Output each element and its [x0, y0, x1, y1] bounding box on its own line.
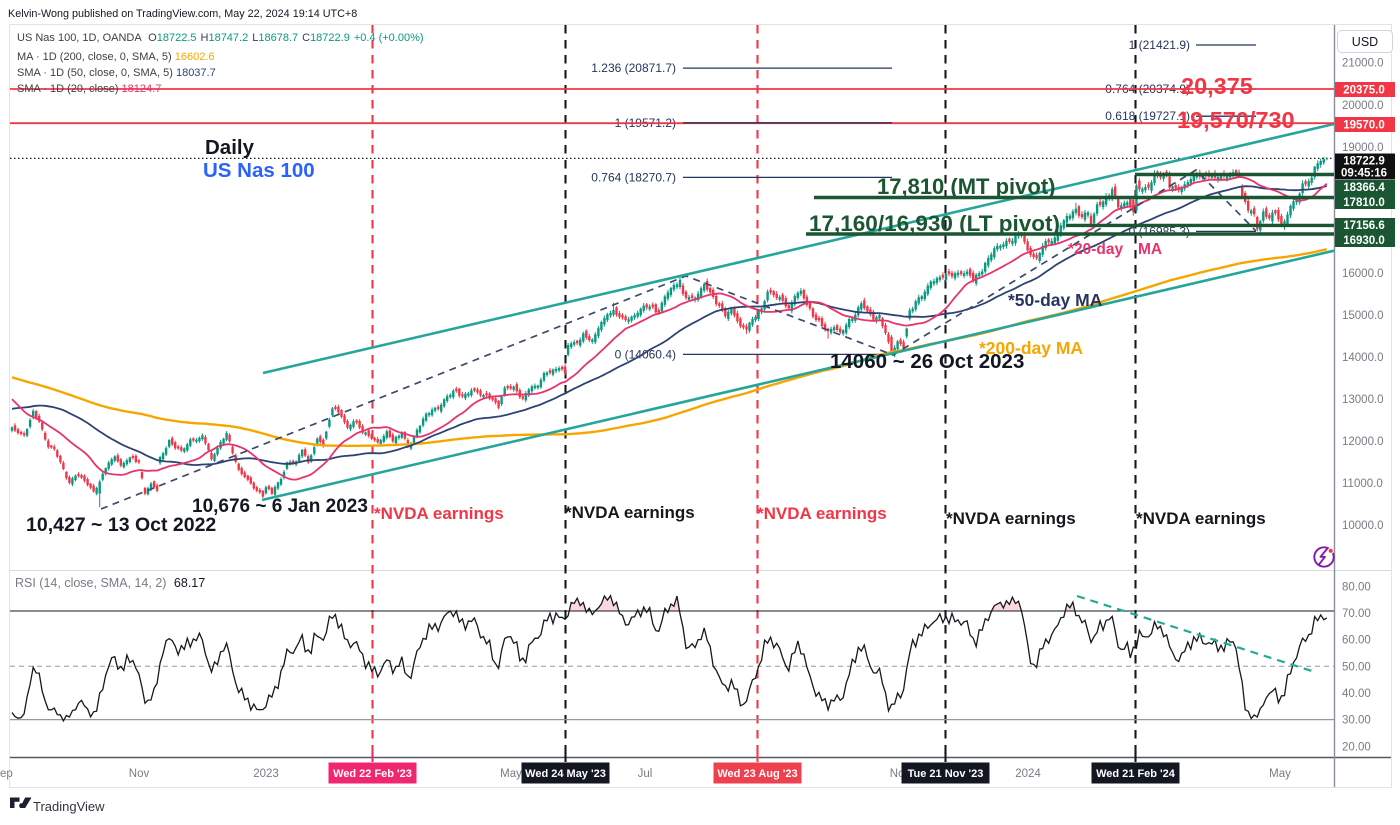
svg-text:12000.0: 12000.0 [1342, 436, 1384, 448]
svg-text:20000.0: 20000.0 [1342, 100, 1384, 112]
svg-text:Nov: Nov [129, 768, 150, 780]
svg-text:70.00: 70.00 [1342, 608, 1371, 620]
svg-text:10,676 ~ 6 Jan 2023: 10,676 ~ 6 Jan 2023 [192, 496, 368, 517]
svg-text:Wed 24 May '23: Wed 24 May '23 [525, 768, 606, 780]
svg-text:Kelvin-Wong published on Tradi: Kelvin-Wong published on TradingView.com… [8, 8, 357, 20]
svg-text:09:45:16: 09:45:16 [1341, 168, 1387, 180]
svg-text:0 (14060.4): 0 (14060.4) [615, 347, 676, 361]
svg-text:40.00: 40.00 [1342, 688, 1371, 700]
svg-text:Wed 21 Feb '24: Wed 21 Feb '24 [1096, 768, 1176, 780]
svg-text:15000.0: 15000.0 [1342, 310, 1384, 322]
svg-text:1.236 (20871.7): 1.236 (20871.7) [591, 61, 676, 75]
svg-text:*NVDA earnings: *NVDA earnings [757, 504, 887, 523]
svg-text:1 (21421.9): 1 (21421.9) [1129, 38, 1190, 52]
svg-text:13000.0: 13000.0 [1342, 394, 1384, 406]
svg-text:MA: MA [1138, 241, 1162, 258]
svg-text:*NVDA earnings: *NVDA earnings [1136, 509, 1266, 528]
svg-text:Jul: Jul [638, 768, 653, 780]
svg-text:May: May [500, 768, 522, 780]
svg-text:2024: 2024 [1015, 768, 1041, 780]
svg-text:20.00: 20.00 [1342, 741, 1371, 753]
svg-text:18722.9: 18722.9 [1343, 156, 1385, 168]
svg-text:50.00: 50.00 [1342, 661, 1371, 673]
svg-text:20375.0: 20375.0 [1343, 85, 1385, 97]
svg-text:80.00: 80.00 [1342, 581, 1371, 593]
svg-text:US Nas 100: US Nas 100 [203, 159, 315, 182]
svg-text:*NVDA earnings: *NVDA earnings [946, 509, 1076, 528]
svg-text:17156.6: 17156.6 [1343, 220, 1385, 232]
svg-text:Wed 23 Aug '23: Wed 23 Aug '23 [717, 768, 797, 780]
svg-text:*20-day: *20-day [1068, 241, 1124, 258]
svg-text:10000.0: 10000.0 [1342, 520, 1384, 532]
svg-text:0.618 (19727.1): 0.618 (19727.1) [1105, 109, 1190, 123]
svg-text:SMA · 1D (50, close, 0, SMA, 5: SMA · 1D (50, close, 0, SMA, 5) 18037.7 [17, 67, 216, 79]
svg-text:SMA · 1D (20, close) 18124.7: SMA · 1D (20, close) 18124.7 [17, 83, 161, 95]
svg-text:May: May [1269, 768, 1291, 780]
svg-text:16930.0: 16930.0 [1343, 235, 1385, 247]
svg-text:21000.0: 21000.0 [1342, 58, 1384, 70]
svg-text:US Nas 100, 1D, OANDA O18722.5: US Nas 100, 1D, OANDA O18722.5 H18747.2 L1… [17, 32, 424, 44]
svg-text:16000.0: 16000.0 [1342, 268, 1384, 280]
svg-text:19000.0: 19000.0 [1342, 142, 1384, 154]
svg-text:MA · 1D (200, close, 0, SMA, 5: MA · 1D (200, close, 0, SMA, 5) 16602.6 [17, 51, 215, 63]
svg-text:10,427 ~ 13 Oct 2022: 10,427 ~ 13 Oct 2022 [26, 514, 216, 536]
svg-text:*NVDA earnings: *NVDA earnings [374, 504, 504, 523]
svg-text:17,160/16,930 (LT pivot): 17,160/16,930 (LT pivot) [809, 211, 1060, 236]
svg-text:*50-day MA: *50-day MA [1008, 290, 1103, 310]
svg-text:19,570/730: 19,570/730 [1177, 107, 1295, 133]
svg-text:ep: ep [0, 768, 13, 780]
svg-text:14060 ~ 26 Oct 2023: 14060 ~ 26 Oct 2023 [830, 350, 1024, 373]
svg-text:TradingView: TradingView [33, 799, 105, 814]
svg-text:*NVDA earnings: *NVDA earnings [565, 503, 695, 522]
svg-text:18366.4: 18366.4 [1343, 182, 1385, 194]
svg-text:14000.0: 14000.0 [1342, 352, 1384, 364]
svg-text:Wed 22 Feb '23: Wed 22 Feb '23 [333, 768, 412, 780]
svg-text:17810.0: 17810.0 [1343, 197, 1385, 209]
svg-text:*200-day MA: *200-day MA [979, 338, 1083, 358]
svg-text:30.00: 30.00 [1342, 715, 1371, 727]
svg-text:19570.0: 19570.0 [1343, 120, 1385, 132]
svg-text:0.764 (18270.7): 0.764 (18270.7) [591, 170, 676, 184]
svg-text:17,810 (MT pivot): 17,810 (MT pivot) [877, 174, 1055, 199]
svg-text:RSI (14, close, SMA, 14, 2) 68: RSI (14, close, SMA, 14, 2) 68.17 [15, 576, 205, 590]
svg-text:20,375: 20,375 [1181, 73, 1253, 99]
svg-text:11000.0: 11000.0 [1342, 478, 1383, 490]
svg-text:Daily: Daily [205, 136, 255, 159]
svg-text:2023: 2023 [253, 768, 279, 780]
svg-text:USD: USD [1352, 35, 1378, 49]
svg-text:Tue 21 Nov '23: Tue 21 Nov '23 [908, 768, 984, 780]
svg-text:60.00: 60.00 [1342, 635, 1371, 647]
